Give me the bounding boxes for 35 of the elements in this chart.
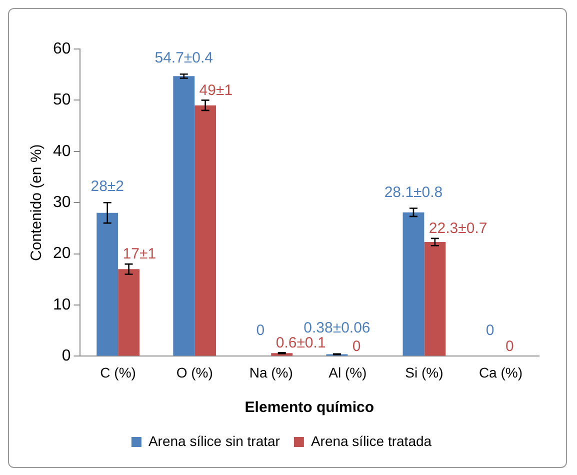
data-label: 28±2 <box>90 178 124 196</box>
x-tick-label: O (%) <box>176 364 213 380</box>
data-label: 0 <box>256 322 265 339</box>
bar <box>173 76 195 356</box>
data-label: 0.38±0.06 <box>304 320 370 337</box>
x-tick-label: Ca (%) <box>478 364 523 380</box>
x-tick-label: C (%) <box>100 364 136 380</box>
data-label: 0.6±0.1 <box>276 334 326 352</box>
data-label: 28.1±0.8 <box>384 184 443 201</box>
bar <box>118 269 140 356</box>
legend-label: Arena sílice tratada <box>310 432 432 449</box>
data-label: 0 <box>486 322 494 339</box>
data-label: 0 <box>505 338 514 355</box>
legend-label: Arena sílice sin tratar <box>148 432 280 449</box>
y-axis-title: Contenido (en %) <box>28 144 46 261</box>
y-tick-label: 50 <box>53 92 71 109</box>
x-tick-label: Al (%) <box>328 364 367 380</box>
data-label: 0 <box>352 338 361 355</box>
y-tick-label: 60 <box>53 40 71 58</box>
y-tick-label: 30 <box>53 194 71 212</box>
x-axis-title: Elemento químico <box>244 399 374 416</box>
x-tick-label: Na (%) <box>249 364 293 380</box>
data-label: 49±1 <box>199 82 233 99</box>
y-tick-label: 0 <box>62 348 71 365</box>
y-tick-label: 20 <box>53 245 71 262</box>
data-label: 22.3±0.7 <box>428 220 488 238</box>
x-tick-label: Si (%) <box>405 364 444 380</box>
data-label: 17±1 <box>122 246 156 263</box>
bar <box>96 212 118 356</box>
data-label: 54.7±0.4 <box>154 50 214 67</box>
y-tick-label: 40 <box>53 142 71 160</box>
bar <box>402 212 424 356</box>
y-tick-label: 10 <box>53 296 71 314</box>
bar <box>194 105 216 356</box>
bar <box>424 242 446 356</box>
